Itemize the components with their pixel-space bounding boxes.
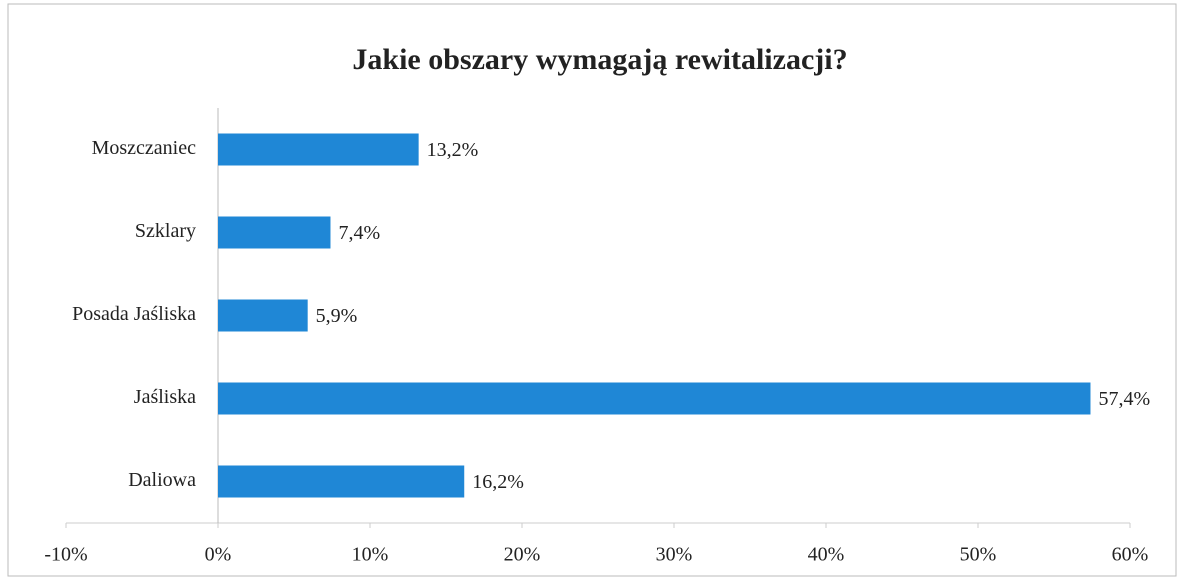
y-tick-label: Posada Jaśliska (72, 303, 196, 325)
value-label: 16,2% (472, 471, 524, 493)
x-tick-label: 10% (352, 544, 389, 566)
value-label: 5,9% (316, 305, 358, 327)
y-tick-label: Daliowa (128, 469, 196, 491)
value-label: 13,2% (427, 139, 479, 161)
y-tick-label: Jaśliska (134, 386, 196, 408)
chart-title: Jakie obszary wymagają rewitalizacji? (352, 43, 847, 76)
bar (218, 465, 465, 498)
bar (218, 382, 1091, 415)
x-tick-label: 20% (504, 544, 541, 566)
value-label: 7,4% (338, 222, 380, 244)
x-tick-label: -10% (44, 544, 87, 566)
x-tick-label: 50% (960, 544, 997, 566)
x-tick-label: 30% (656, 544, 693, 566)
x-tick-label: 60% (1112, 544, 1149, 566)
y-tick-label: Szklary (135, 220, 196, 242)
chart-frame (7, 3, 1177, 577)
y-tick-label: Moszczaniec (92, 137, 197, 159)
bar (218, 216, 331, 249)
bar (218, 299, 308, 332)
x-tick-label: 40% (808, 544, 845, 566)
value-label: 57,4% (1098, 388, 1150, 410)
x-tick-label: 0% (205, 544, 232, 566)
bar (218, 133, 419, 166)
